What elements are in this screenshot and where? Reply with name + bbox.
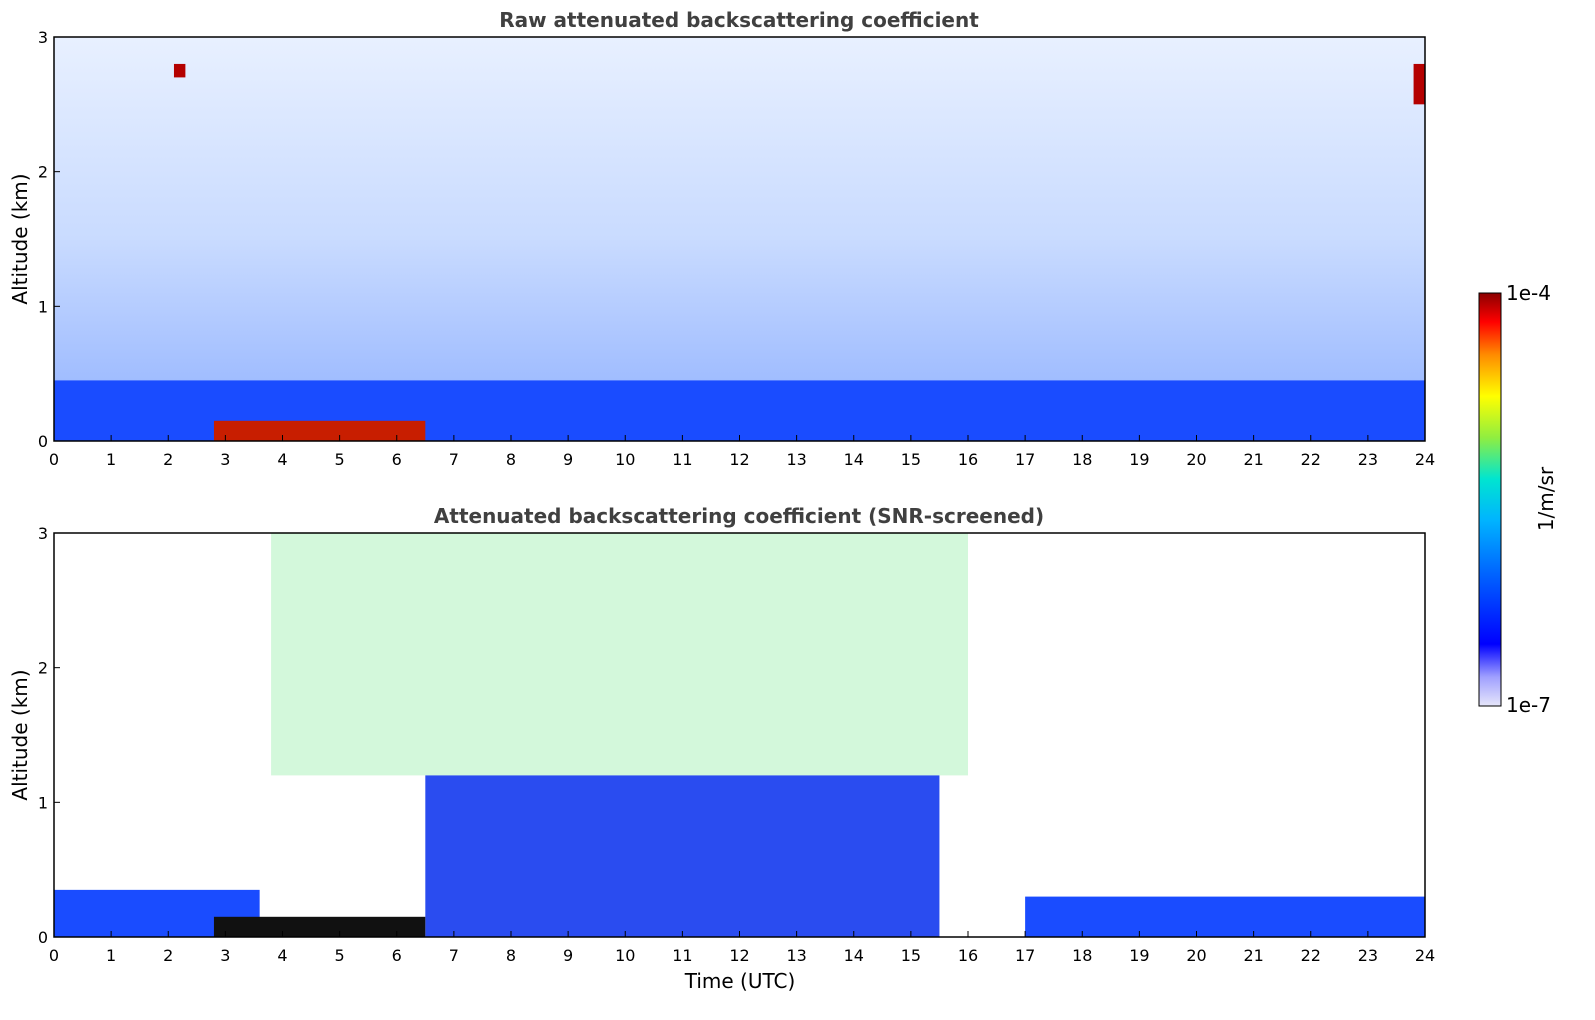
panel-raw: Raw attenuated backscattering coefficien… bbox=[8, 8, 1435, 469]
panel-raw-plot-area bbox=[54, 37, 1425, 441]
x-tick-label: 2 bbox=[163, 946, 173, 965]
x-tick-label: 22 bbox=[1301, 946, 1321, 965]
x-tick-label: 13 bbox=[786, 450, 806, 469]
x-tick-label: 20 bbox=[1186, 450, 1206, 469]
x-tick-label: 23 bbox=[1358, 946, 1378, 965]
x-tick-label: 4 bbox=[277, 450, 287, 469]
feature-mixed-layer bbox=[425, 775, 940, 937]
x-tick-label: 3 bbox=[220, 450, 230, 469]
x-tick-label: 6 bbox=[392, 450, 402, 469]
x-tick-label: 19 bbox=[1129, 946, 1149, 965]
x-tick-label: 14 bbox=[844, 946, 864, 965]
feature-aerosol-layer bbox=[213, 916, 426, 937]
y-tick-label: 1 bbox=[38, 793, 48, 812]
feature-cloud-top-right bbox=[1413, 63, 1425, 105]
colorbar-max-label: 1e-4 bbox=[1506, 281, 1551, 305]
y-tick-label: 1 bbox=[38, 297, 48, 316]
x-tick-label: 18 bbox=[1072, 450, 1092, 469]
x-tick-label: 9 bbox=[563, 450, 573, 469]
x-tick-label: 6 bbox=[392, 946, 402, 965]
x-tick-label: 3 bbox=[220, 946, 230, 965]
x-tick-label: 13 bbox=[786, 946, 806, 965]
x-tick-label: 17 bbox=[1015, 946, 1035, 965]
panel-screened-y-ticks: 0 1 2 3 bbox=[38, 524, 60, 947]
x-tick-label: 5 bbox=[335, 450, 345, 469]
x-tick-label: 8 bbox=[506, 946, 516, 965]
colorbar: 1e-4 1e-7 1/m/sr bbox=[1478, 281, 1558, 717]
x-tick-label: 10 bbox=[615, 946, 635, 965]
panel-screened-x-ticks: 0 1 2 3 4 5 6 7 8 9 10 11 12 13 14 15 16 17 18 19 20 21 22 23 24 bbox=[49, 931, 1435, 965]
x-tick-label: 23 bbox=[1358, 450, 1378, 469]
x-tick-label: 9 bbox=[563, 946, 573, 965]
x-tick-label: 24 bbox=[1415, 946, 1435, 965]
x-tick-label: 24 bbox=[1415, 450, 1435, 469]
x-tick-label: 17 bbox=[1015, 450, 1035, 469]
x-tick-label: 16 bbox=[958, 450, 978, 469]
y-tick-label: 3 bbox=[38, 28, 48, 47]
x-tick-label: 0 bbox=[49, 946, 59, 965]
colorbar-gradient bbox=[1478, 292, 1502, 707]
y-tick-label: 3 bbox=[38, 524, 48, 543]
x-tick-label: 15 bbox=[901, 450, 921, 469]
x-tick-label: 11 bbox=[672, 946, 692, 965]
panel-screened-y-label: Altitude (km) bbox=[8, 669, 32, 800]
x-tick-label: 10 bbox=[615, 450, 635, 469]
x-tick-label: 1 bbox=[106, 946, 116, 965]
x-tick-label: 7 bbox=[449, 946, 459, 965]
panel-screened-title: Attenuated backscattering coefficient (S… bbox=[434, 504, 1044, 528]
x-tick-label: 14 bbox=[844, 450, 864, 469]
x-tick-label: 4 bbox=[277, 946, 287, 965]
x-axis-label: Time (UTC) bbox=[684, 969, 796, 993]
x-tick-label: 22 bbox=[1301, 450, 1321, 469]
x-tick-label: 1 bbox=[106, 450, 116, 469]
noise-field bbox=[54, 37, 1425, 441]
x-tick-label: 12 bbox=[729, 450, 749, 469]
x-tick-label: 5 bbox=[335, 946, 345, 965]
colorbar-min-label: 1e-7 bbox=[1506, 693, 1551, 717]
x-tick-label: 2 bbox=[163, 450, 173, 469]
feature-residual-layer bbox=[1025, 896, 1425, 937]
panel-screened-plot-area bbox=[54, 533, 1425, 937]
y-tick-label: 0 bbox=[38, 432, 48, 451]
colorbar-unit-label: 1/m/sr bbox=[1534, 466, 1558, 531]
x-tick-label: 8 bbox=[506, 450, 516, 469]
x-tick-label: 20 bbox=[1186, 946, 1206, 965]
panel-raw-title: Raw attenuated backscattering coefficien… bbox=[499, 8, 979, 32]
y-tick-label: 2 bbox=[38, 659, 48, 678]
x-tick-label: 21 bbox=[1243, 946, 1263, 965]
x-tick-label: 18 bbox=[1072, 946, 1092, 965]
panel-screened: Attenuated backscattering coefficient (S… bbox=[8, 504, 1435, 993]
y-tick-label: 0 bbox=[38, 928, 48, 947]
x-tick-label: 16 bbox=[958, 946, 978, 965]
x-tick-label: 15 bbox=[901, 946, 921, 965]
feature-aerosol-layer bbox=[213, 420, 426, 441]
panel-raw-y-ticks: 0 1 2 3 bbox=[38, 28, 60, 451]
feature-cloud-top-left bbox=[173, 63, 186, 78]
x-tick-label: 7 bbox=[449, 450, 459, 469]
y-tick-label: 2 bbox=[38, 163, 48, 182]
panel-raw-x-ticks: 0 1 2 3 4 5 6 7 8 9 10 11 12 13 14 15 16 17 18 19 20 21 22 23 24 bbox=[49, 435, 1435, 469]
upper-aerosol-speckle bbox=[271, 533, 968, 776]
x-tick-label: 12 bbox=[729, 946, 749, 965]
x-tick-label: 0 bbox=[49, 450, 59, 469]
x-tick-label: 21 bbox=[1243, 450, 1263, 469]
panel-raw-y-label: Altitude (km) bbox=[8, 173, 32, 304]
x-tick-label: 11 bbox=[672, 450, 692, 469]
x-tick-label: 19 bbox=[1129, 450, 1149, 469]
